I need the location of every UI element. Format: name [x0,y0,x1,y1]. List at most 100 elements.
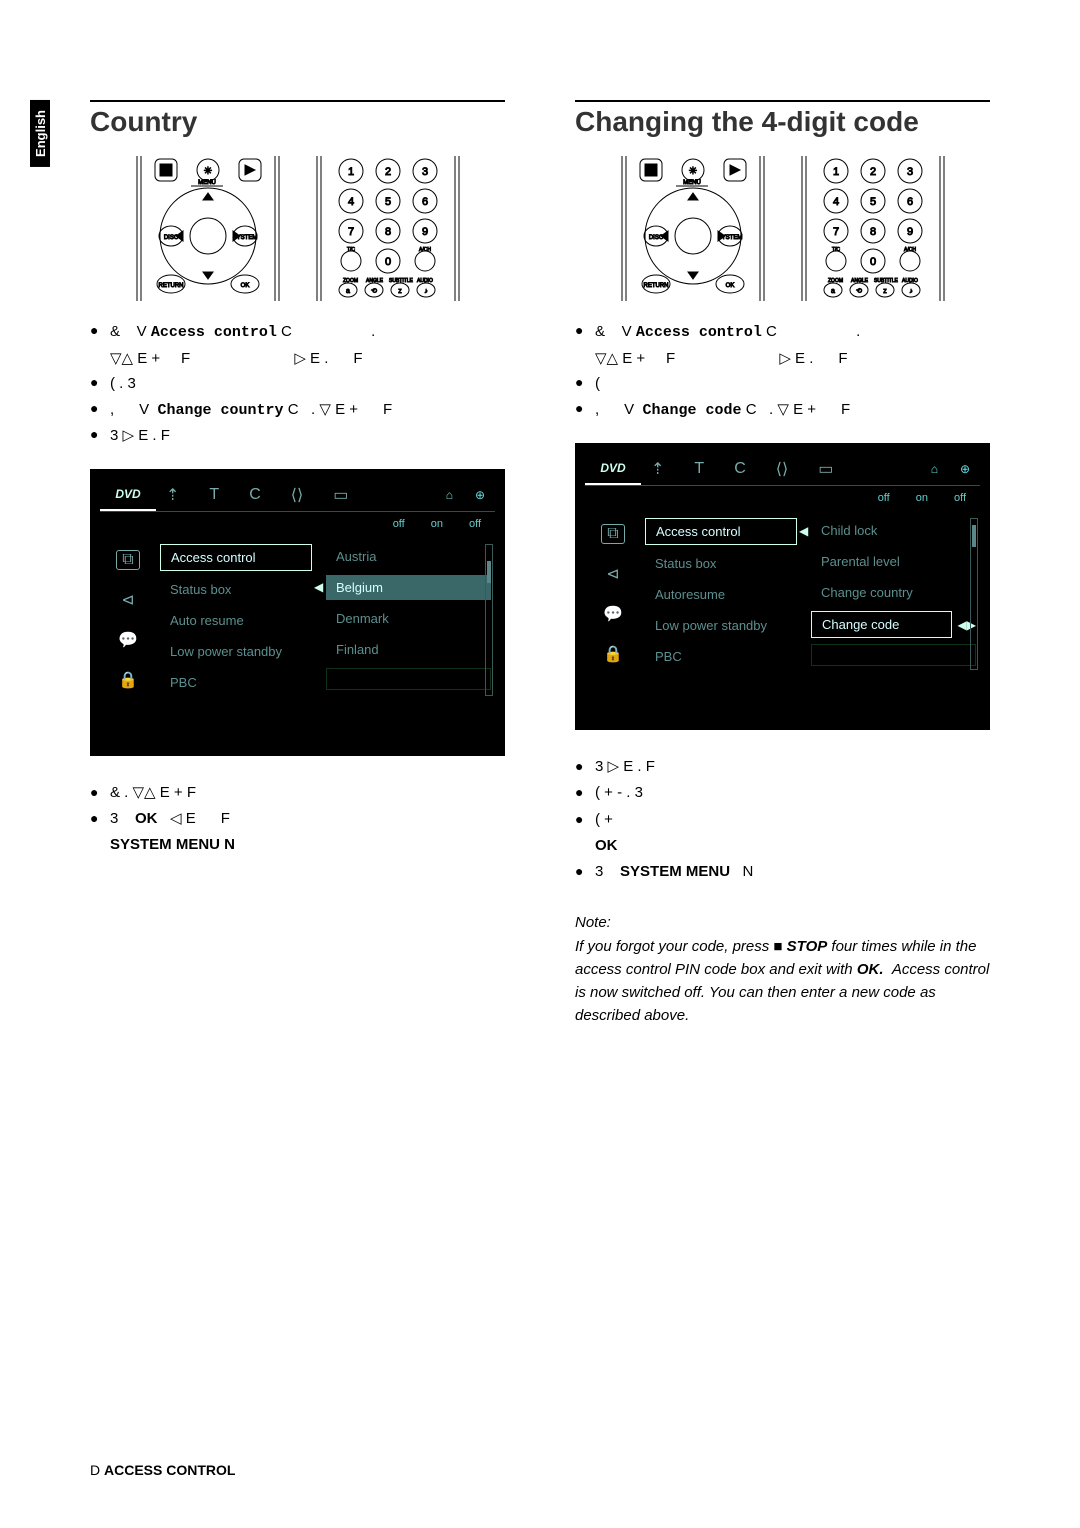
osd-item-empty [811,644,976,666]
remote-illustration-right: ✳ MENU DISC SYSTEM RETURN OK [575,156,990,301]
osd-item: Access control [160,544,312,571]
osd-item: Auto resume [160,608,312,633]
svg-text:A/CH: A/CH [904,247,916,253]
svg-text:9: 9 [906,226,912,238]
remote-nav-icon: ✳ MENU DISC SYSTEM RETURN OK [133,156,283,301]
step-item: & V Access control C .▽△ E + F ▷ E . F [90,319,505,371]
remote-illustration-left: ✳ MENU DISC SYSTEM RETURN OK [90,156,505,301]
osd-item: Low power standby [160,639,312,664]
osd-icon: ▭ [818,459,833,479]
step-item: 3 ▷ E . F [90,423,505,449]
svg-text:T/C: T/C [346,247,354,253]
osd-sidebar: ⧉ ⊲ 💬 🔒 [100,534,156,706]
osd-logo: DVD [100,479,156,511]
osd-sidebar-icon: 💬 [116,630,140,650]
osd-item-empty [326,668,491,690]
osd-status-text: off [469,518,481,530]
system-menu-label: SYSTEM MENU N [110,836,235,853]
system-menu-label: SYSTEM MENU [620,863,730,880]
step-item: & V Access control C .▽△ E + F ▷ E . F [575,319,990,371]
osd-icon: C [249,486,261,504]
svg-text:z: z [398,288,402,295]
left-arrow-icon: ◀ [314,580,323,594]
svg-text:♪: ♪ [909,288,913,295]
svg-text:a: a [346,288,350,295]
osd-item: Child lock [811,518,976,543]
post-step: ( + - . 3 [575,780,990,806]
osd-status-icon: ⌂ [446,488,453,502]
svg-text:T/C: T/C [831,247,839,253]
osd-status-text: on [916,492,928,504]
scrollbar-thumb [972,525,976,547]
svg-text:5: 5 [384,196,390,208]
osd-status-text: on [431,518,443,530]
svg-text:⟲: ⟲ [856,288,862,295]
post-steps: 3 ▷ E . F ( + - . 3 ( +OK 3 SYSTEM MENU … [575,754,990,885]
steps-list: & V Access control C .▽△ E + F ▷ E . F (… [575,319,990,423]
osd-menu-col1: Access control Status box Autoresume Low… [641,508,801,680]
osd-menu-col1: Access control Status box Auto resume Lo… [156,534,316,706]
osd-item: Status box [645,551,797,576]
step-item: ( . 3 [90,371,505,397]
scrollbar [485,544,493,696]
osd-sidebar: ⧉ ⊲ 💬 🔒 [585,508,641,680]
svg-text:⟲: ⟲ [371,288,377,295]
svg-text:2: 2 [384,166,390,178]
osd-menu-col2: Austria ◀ Belgium Denmark Finland [316,534,495,706]
osd-item: Autoresume [645,582,797,607]
osd-top-icons: ⇡ T C ⟨⟩ ▭ [156,479,436,511]
svg-text:a: a [831,288,835,295]
svg-text:8: 8 [869,226,875,238]
osd-item: Parental level [811,549,976,574]
osd-sidebar-icon: ⧉ [601,524,625,544]
svg-text:OK: OK [725,283,734,289]
osd-top-icons: ⇡ T C ⟨⟩ ▭ [641,453,921,485]
osd-icon: ▭ [333,485,348,505]
footer-prefix: D [90,1462,104,1478]
footer-label: ACCESS CONTROL [104,1462,235,1478]
left-column: Country ✳ MENU DISC [90,100,505,1028]
language-tab: English [30,100,50,167]
osd-status-icon: ⌂ [931,462,938,476]
osd-sidebar-icon: 🔒 [601,644,625,664]
post-step: 3 ▷ E . F [575,754,990,780]
osd-menu-col2: ◀ Child lock Parental level Change count… [801,508,980,680]
svg-text:MENU: MENU [198,180,216,186]
scrollbar-thumb [487,561,491,583]
svg-text:✳: ✳ [203,166,211,177]
svg-text:5: 5 [869,196,875,208]
osd-item-selected: Belgium [326,575,491,600]
svg-text:OK: OK [240,283,249,289]
osd-item: Finland [326,637,491,662]
svg-text:3: 3 [906,166,912,178]
osd-logo: DVD [585,453,641,485]
osd-status-text: off [878,492,890,504]
svg-text:A/CH: A/CH [419,247,431,253]
svg-text:4: 4 [347,196,353,208]
post-steps: & . ▽△ E + F 3 OK ◁ E FSYSTEM MENU N [90,780,505,859]
osd-item: PBC [160,670,312,695]
osd-screenshot-country: DVD ⇡ T C ⟨⟩ ▭ ⌂ ⊕ [90,469,505,756]
left-arrow-icon: ◀ [799,524,808,538]
remote-keypad-icon: 1 2 3 4 5 6 7 8 9 T/C 0 [313,156,463,301]
svg-text:MENU: MENU [683,180,701,186]
osd-status-text: off [954,492,966,504]
post-step: ( +OK [575,807,990,860]
note-body: If you forgot your code, press ■ STOP fo… [575,935,990,1028]
svg-text:✳: ✳ [688,166,696,177]
right-column: Changing the 4-digit code ✳ MENU DISC [575,100,990,1028]
osd-status-text: off [393,518,405,530]
osd-item: Low power standby [645,613,797,638]
svg-text:z: z [883,288,887,295]
scrollbar [970,518,978,670]
osd-sidebar-icon: 🔒 [116,670,140,690]
note-block: Note: If you forgot your code, press ■ S… [575,911,990,1027]
svg-text:8: 8 [384,226,390,238]
osd-sidebar-icon: ⊲ [116,590,140,610]
step-item: ( [575,371,990,397]
osd-icon: T [694,460,704,478]
svg-text:7: 7 [347,226,353,238]
svg-text:♪: ♪ [424,288,428,295]
osd-sidebar-icon: 💬 [601,604,625,624]
page-content: Country ✳ MENU DISC [90,100,990,1028]
